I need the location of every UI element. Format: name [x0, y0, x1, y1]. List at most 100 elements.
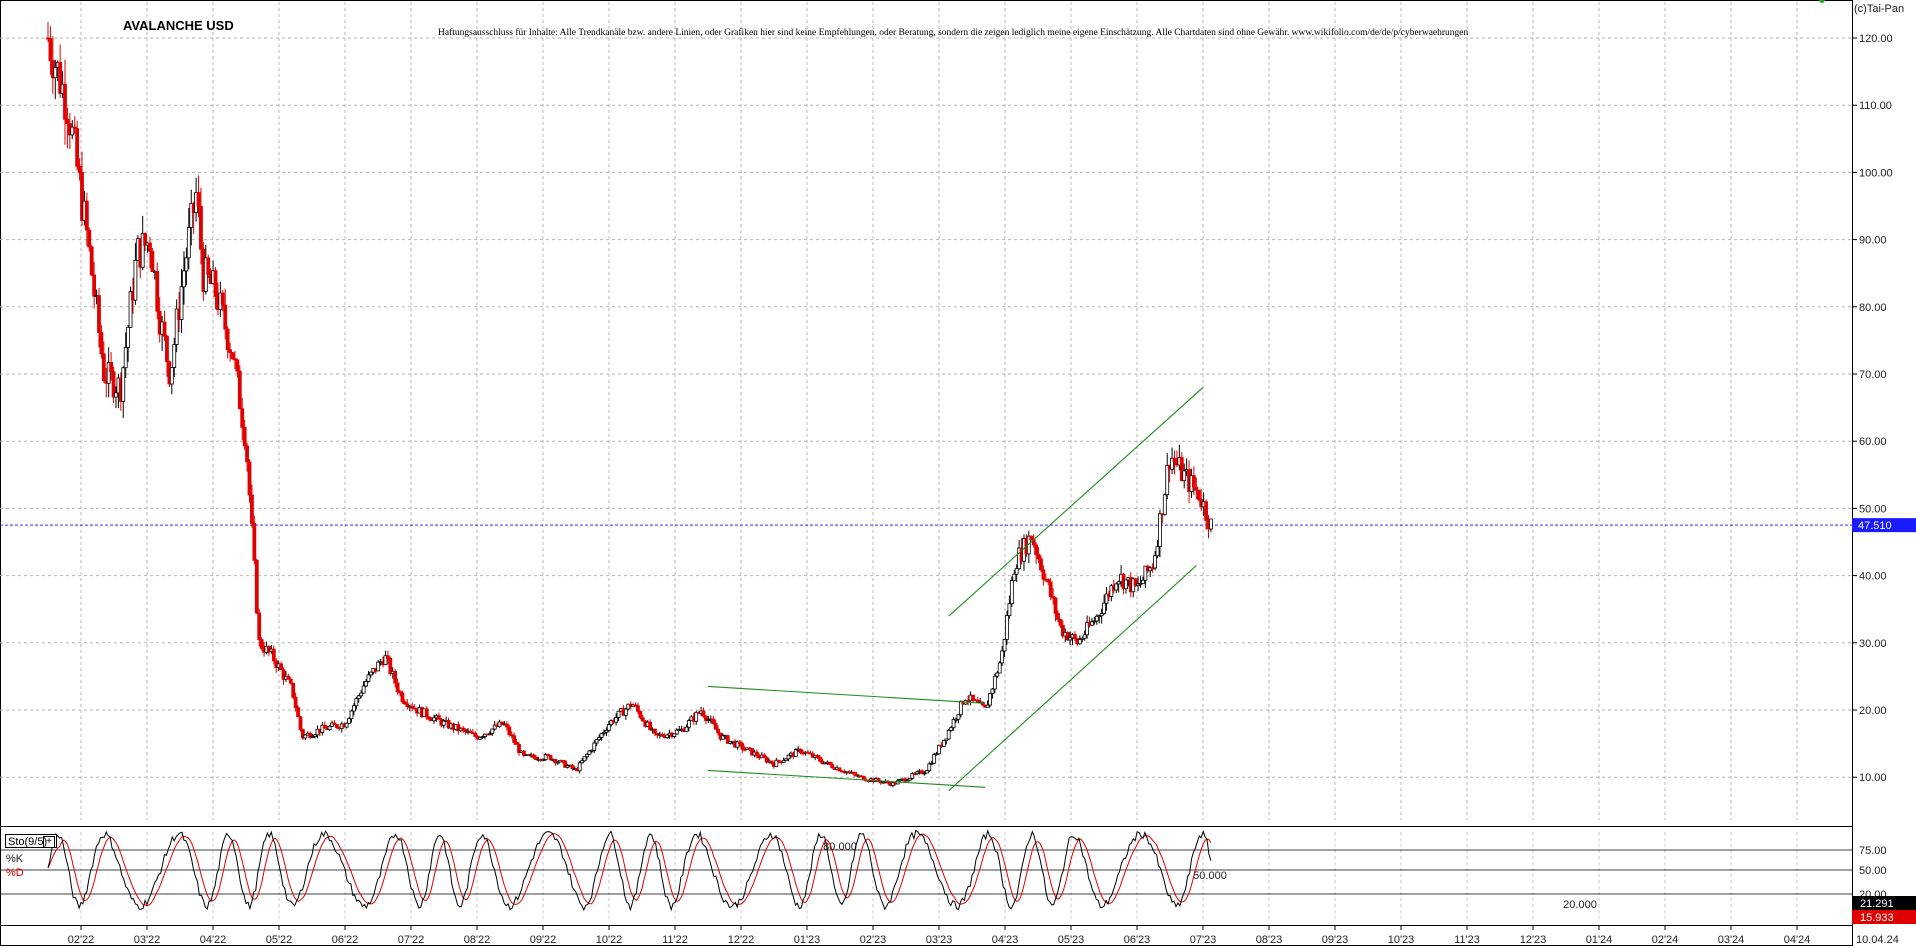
candle-body — [436, 715, 441, 720]
candle-body — [1005, 615, 1009, 640]
x-tick-label: 10'23 — [1388, 934, 1415, 946]
x-tick-label: 04'23 — [992, 934, 1019, 946]
candle-body — [1085, 622, 1090, 636]
x-tick-label: 04'24 — [1784, 934, 1811, 946]
x-tick-label: 05'23 — [1058, 934, 1085, 946]
candle-body — [286, 675, 291, 680]
candle-body — [1068, 637, 1073, 641]
candle-body — [361, 685, 366, 694]
candle-body — [237, 370, 242, 410]
candle-body — [184, 257, 189, 272]
candle-body — [1048, 581, 1053, 597]
candle-body — [349, 710, 354, 720]
candle-body — [755, 751, 759, 757]
sto-k-value: 21.291 — [1860, 898, 1894, 910]
candle-body — [1194, 486, 1199, 491]
candle-body — [252, 522, 257, 561]
candle-body — [531, 754, 536, 758]
candle-body — [614, 717, 619, 723]
x-tick-label: 09'23 — [1322, 934, 1349, 946]
candle-body — [242, 426, 247, 447]
candle-body — [623, 708, 628, 716]
candle-body — [988, 693, 992, 706]
x-tick-label: 08'22 — [464, 934, 491, 946]
candle-body — [1099, 613, 1104, 617]
candle-body — [941, 740, 946, 747]
status-dot — [1819, 0, 1825, 3]
candle-body — [182, 270, 186, 288]
candle-body — [1165, 465, 1170, 496]
candle-body — [247, 461, 252, 496]
x-tick-label: 07'23 — [1190, 934, 1217, 946]
y-tick-label: 120.00 — [1859, 33, 1893, 45]
candle-body — [1102, 602, 1106, 614]
candle-body — [322, 724, 327, 729]
y-tick-label: 70.00 — [1859, 369, 1887, 381]
candle-body — [288, 678, 293, 684]
candle-body — [563, 760, 568, 768]
expand-icon[interactable]: + — [43, 836, 55, 848]
candle-body — [1080, 637, 1085, 640]
candle-body — [1002, 638, 1007, 652]
candle-body — [1090, 621, 1094, 626]
candle-body — [1051, 596, 1056, 599]
indicator-label-box[interactable]: Sto(9/5) + — [5, 834, 57, 848]
x-tick-label: 07'22 — [398, 934, 425, 946]
candle-body — [1116, 581, 1121, 585]
candle-body — [954, 718, 958, 721]
candle-body — [293, 696, 298, 709]
candle-body — [327, 725, 332, 730]
current-price-label: 47.510 — [1858, 520, 1892, 532]
sto-annotation: 20.000 — [1563, 899, 1597, 911]
candle-body — [553, 758, 558, 764]
y-tick-label: 90.00 — [1859, 235, 1887, 247]
candle-body — [905, 779, 910, 782]
candle-body — [837, 767, 842, 772]
candle-body — [1172, 457, 1177, 463]
candle-body — [701, 710, 706, 717]
candle-body — [946, 729, 951, 740]
candle-body — [1109, 585, 1114, 597]
candle-body — [1034, 544, 1039, 555]
candle-body — [1082, 634, 1087, 639]
y-tick-label: 100.00 — [1859, 167, 1893, 179]
candle-body — [1162, 494, 1167, 516]
candle-body — [87, 229, 92, 248]
candle-body — [1014, 568, 1019, 575]
candle-body — [769, 760, 774, 764]
candle-body — [1179, 457, 1184, 482]
candle-body — [509, 734, 514, 737]
x-tick-label: 12'22 — [728, 934, 755, 946]
candle-body — [53, 67, 58, 79]
candle-body — [58, 62, 63, 94]
x-tick-label: 01'24 — [1586, 934, 1613, 946]
candle-body — [245, 445, 249, 463]
candle-body — [1029, 535, 1034, 541]
candle-body — [589, 749, 594, 752]
candle-body — [203, 257, 208, 292]
candle-body — [99, 332, 104, 355]
candle-body — [517, 743, 521, 753]
x-tick-label: 02'22 — [68, 934, 95, 946]
candle-body — [48, 38, 53, 61]
candle-body — [186, 226, 191, 259]
candle-body — [1155, 546, 1160, 557]
candle-body — [738, 741, 742, 745]
candle-body — [602, 731, 606, 734]
current-price-tag — [1852, 518, 1916, 533]
candle-body — [934, 753, 939, 756]
candle-body — [1114, 583, 1119, 591]
candle-body — [1133, 578, 1138, 586]
candle-body — [907, 777, 912, 781]
candle-body — [172, 344, 177, 368]
candle-body — [296, 707, 300, 718]
candle-body — [424, 708, 429, 718]
candle-body — [101, 353, 106, 381]
x-last-date-label: 10.04.24 — [1856, 934, 1899, 946]
candle-body — [725, 735, 730, 744]
candle-body — [128, 291, 133, 328]
candle-body — [594, 739, 599, 744]
candle-body — [924, 770, 929, 774]
candle-body — [1073, 634, 1077, 640]
